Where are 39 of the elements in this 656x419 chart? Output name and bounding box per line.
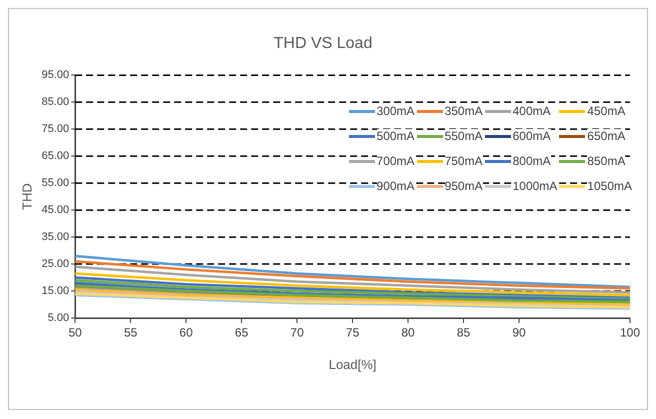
- y-tick-label: 25.00: [42, 258, 70, 270]
- legend-label: 550mA: [444, 129, 483, 143]
- legend-label: 350mA: [444, 104, 483, 118]
- legend-label: 800mA: [512, 154, 551, 168]
- legend-label: 900mA: [376, 179, 415, 193]
- legend-label: 300mA: [376, 104, 415, 118]
- y-tick-label: 85.00: [42, 96, 70, 108]
- x-tick-label: 70: [290, 326, 304, 340]
- y-tick-label: 45.00: [42, 204, 70, 216]
- x-tick-label: 80: [401, 326, 416, 340]
- x-tick-label: 75: [346, 326, 360, 340]
- y-tick-label: 15.00: [42, 285, 70, 298]
- chart-title: THD VS Load: [274, 35, 372, 52]
- x-tick-label: 60: [179, 326, 194, 340]
- legend-label: 1050mA: [587, 179, 632, 193]
- legend-label: 700mA: [376, 154, 415, 168]
- legend-label: 500mA: [376, 129, 415, 143]
- legend-label: 400mA: [512, 104, 551, 118]
- x-tick-label: 90: [512, 326, 526, 340]
- legend-label: 950mA: [444, 179, 483, 193]
- legend-label: 450mA: [587, 104, 626, 118]
- x-axis-title: Load[%]: [328, 356, 376, 372]
- legend-label: 600mA: [512, 129, 551, 143]
- legend-label: 1000mA: [512, 179, 558, 193]
- x-tick-label: 65: [234, 326, 249, 340]
- legend-label: 850mA: [587, 154, 626, 168]
- y-tick-label: 35.00: [42, 231, 70, 244]
- x-tick-label: 55: [124, 326, 138, 340]
- y-tick-label: 95.00: [42, 69, 70, 82]
- x-tick-label: 85: [456, 326, 471, 340]
- y-tick-label: 65.00: [42, 150, 70, 162]
- legend-label: 650mA: [587, 129, 626, 143]
- x-tick-label: 50: [68, 326, 82, 340]
- legend-label: 750mA: [444, 154, 483, 168]
- y-tick-label: 75.00: [42, 123, 70, 136]
- y-tick-label: 5.00: [48, 312, 70, 324]
- y-axis-title: THD: [19, 183, 34, 210]
- y-tick-label: 55.00: [42, 177, 70, 190]
- x-tick-label: 100: [620, 326, 640, 340]
